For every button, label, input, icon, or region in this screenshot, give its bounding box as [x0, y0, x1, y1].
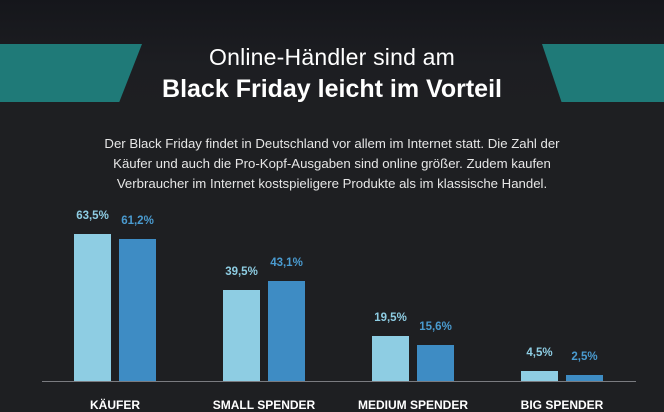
data-label-2-4: 2,5% [571, 351, 598, 363]
category-label-2: SMALL SPENDER [212, 398, 316, 412]
intro-line-2: Käufer und auch die Pro-Kopf-Ausgaben si… [113, 156, 551, 171]
title-ribbon-left [0, 44, 142, 102]
data-label-1-1: 63,5% [76, 210, 109, 222]
bar-2-3 [417, 345, 454, 381]
category-label-3: MEDIUM SPENDER [357, 398, 468, 412]
intro-line-3: Verbraucher im Internet kostspieligere P… [116, 176, 548, 191]
intro-text: Der Black Friday findet in Deutschland v… [92, 134, 572, 194]
bar-1-3 [372, 336, 409, 381]
data-label-2-2: 43,1% [270, 257, 303, 269]
category-label-4: BIG SPENDER [520, 398, 604, 412]
bar-1-1 [74, 234, 111, 381]
bar-2-1 [119, 239, 156, 381]
chart-baseline [42, 381, 636, 382]
category-label-1: KÄUFER [90, 398, 140, 412]
data-label-1-4: 4,5% [526, 347, 553, 359]
data-label-1-3: 19,5% [374, 312, 407, 324]
title-ribbon-right [542, 44, 664, 102]
data-label-2-1: 61,2% [121, 215, 154, 227]
data-label-1-2: 39,5% [225, 266, 258, 278]
bar-2-4 [566, 375, 603, 381]
intro-line-1: Der Black Friday findet in Deutschland v… [104, 136, 560, 151]
bar-2-2 [268, 281, 305, 381]
title-line-1: Online-Händler sind am [208, 44, 455, 70]
data-label-2-3: 15,6% [419, 321, 452, 333]
bar-1-2 [223, 290, 260, 381]
bar-1-4 [521, 371, 558, 381]
title-line-2: Black Friday leicht im Vorteil [162, 75, 502, 103]
